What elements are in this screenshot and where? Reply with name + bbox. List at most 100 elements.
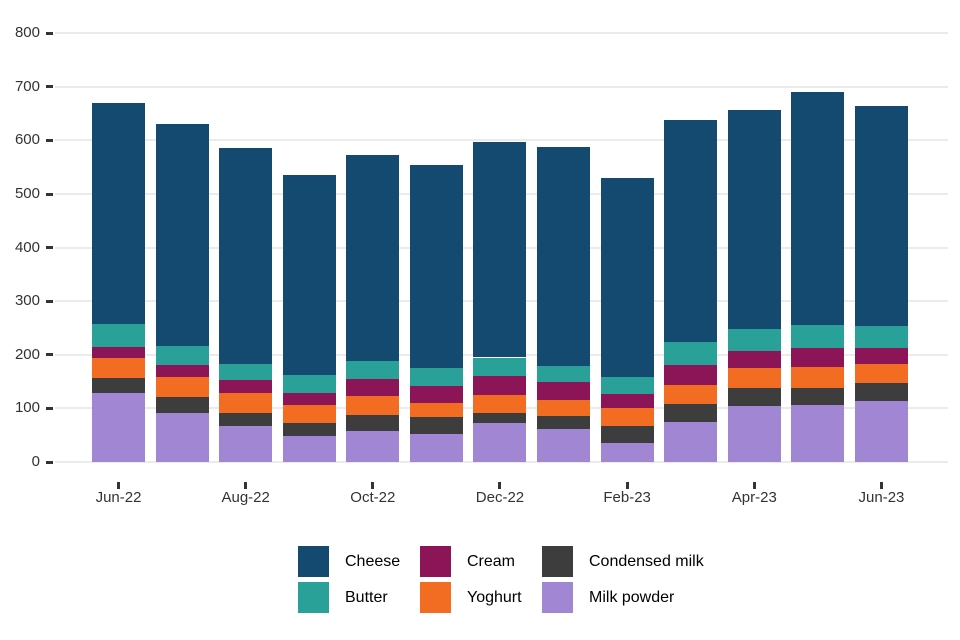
- bar-segment-cheese: [537, 147, 591, 366]
- bar-segment-condensed-milk: [537, 416, 591, 430]
- bar-segment-milk-powder: [727, 406, 781, 462]
- bar-segment-cream: [854, 347, 908, 364]
- bar-segment-cheese: [155, 124, 209, 347]
- y-axis-label: 300: [14, 292, 40, 310]
- bar-Apr-23: [727, 110, 781, 462]
- bar-segment-cheese: [473, 142, 527, 358]
- bar-segment-milk-powder: [346, 430, 400, 462]
- bar-segment-cheese: [664, 119, 718, 343]
- y-axis-label: 700: [14, 77, 40, 95]
- bar-segment-cream: [346, 378, 400, 397]
- y-axis-tick: [46, 460, 53, 464]
- x-axis-tick: [117, 482, 120, 489]
- bar-segment-milk-powder: [409, 433, 463, 462]
- bar-segment-cream: [92, 346, 145, 359]
- y-axis-label: 0: [31, 453, 40, 470]
- bar-Feb-23: [600, 178, 654, 462]
- y-axis-tick: [46, 353, 53, 357]
- bar-segment-milk-powder: [155, 413, 209, 462]
- bar-Dec-22: [473, 142, 527, 462]
- bar-segment-yoghurt: [92, 358, 145, 378]
- bar-segment-yoghurt: [155, 376, 209, 397]
- bar-Jul-22: [155, 124, 209, 462]
- x-axis-label: Apr-23: [731, 489, 777, 506]
- bar-segment-butter: [727, 329, 781, 351]
- bar-segment-yoghurt: [791, 366, 845, 388]
- bar-segment-cheese: [219, 148, 273, 364]
- bar-segment-milk-powder: [92, 392, 145, 462]
- x-axis-tick: [244, 482, 248, 489]
- x-axis-tick: [752, 482, 756, 489]
- bar-segment-yoghurt: [473, 395, 527, 413]
- bar-segment-cream: [791, 348, 845, 367]
- bar-segment-butter: [473, 357, 527, 377]
- bar-segment-butter: [791, 324, 845, 349]
- bar-segment-cream: [409, 385, 463, 404]
- bar-segment-cheese: [727, 110, 781, 330]
- bar-segment-butter: [854, 325, 908, 348]
- bar-segment-yoghurt: [537, 399, 591, 417]
- bar-segment-cheese: [92, 102, 145, 325]
- y-axis-label: 500: [14, 185, 40, 202]
- bar-segment-condensed-milk: [155, 396, 209, 414]
- bar-segment-cream: [600, 393, 654, 408]
- bar-May-23: [791, 92, 845, 462]
- y-axis-label: 100: [14, 399, 40, 417]
- bar-segment-butter: [92, 324, 145, 347]
- y-axis-tick: [46, 246, 53, 250]
- bar-segment-butter: [664, 342, 718, 365]
- bar-segment-cream: [537, 381, 591, 400]
- bar-segment-condensed-milk: [854, 383, 908, 401]
- bar-segment-milk-powder: [854, 400, 908, 462]
- bar-Jun-22: [92, 102, 145, 462]
- bar-segment-milk-powder: [664, 421, 718, 462]
- bar-segment-condensed-milk: [600, 426, 654, 443]
- bar-segment-butter: [282, 375, 336, 393]
- x-axis-tick: [879, 482, 883, 489]
- y-gridline: [55, 32, 948, 35]
- bar-segment-milk-powder: [791, 405, 845, 462]
- x-axis-label: Oct-22: [350, 489, 396, 506]
- y-axis-tick: [46, 299, 53, 303]
- y-axis-tick: [46, 85, 53, 89]
- bar-Jun-23: [854, 106, 908, 462]
- bar-Jan-23: [537, 147, 591, 462]
- bar-segment-condensed-milk: [92, 377, 145, 393]
- y-gridline: [55, 85, 948, 88]
- y-axis-tick: [46, 31, 53, 35]
- bar-segment-cheese: [346, 155, 400, 361]
- bar-segment-cream: [473, 376, 527, 395]
- x-axis-tick: [498, 482, 502, 489]
- y-gridline: [55, 461, 948, 463]
- bar-Sep-22: [282, 175, 336, 462]
- bar-Oct-22: [346, 155, 400, 462]
- y-axis-label: 400: [14, 238, 40, 256]
- x-axis-tick: [371, 482, 375, 489]
- bar-segment-yoghurt: [854, 363, 908, 384]
- bar-segment-cheese: [600, 178, 654, 378]
- bar-segment-butter: [219, 363, 273, 380]
- bar-segment-condensed-milk: [727, 388, 781, 407]
- y-axis-label: 200: [14, 345, 40, 363]
- x-axis-label: Feb-23: [603, 489, 651, 506]
- y-axis-label: 600: [14, 131, 40, 149]
- bar-segment-butter: [409, 368, 463, 386]
- x-axis-label: Jun-23: [858, 489, 905, 506]
- bar-segment-cream: [727, 350, 781, 369]
- bar-Mar-23: [664, 119, 718, 462]
- x-axis-label: Dec-22: [475, 489, 525, 506]
- bar-segment-cream: [155, 365, 209, 377]
- y-axis-tick: [46, 138, 53, 142]
- bar-Aug-22: [219, 148, 273, 462]
- x-axis-label: Aug-22: [221, 489, 270, 506]
- bar-segment-milk-powder: [473, 423, 527, 462]
- bar-segment-cheese: [854, 106, 908, 326]
- bar-segment-milk-powder: [600, 442, 654, 462]
- y-axis-tick: [46, 406, 53, 410]
- bar-segment-cream: [219, 380, 273, 393]
- bar-segment-milk-powder: [282, 436, 336, 462]
- bar-segment-butter: [537, 365, 591, 382]
- bar-segment-butter: [600, 377, 654, 394]
- bar-segment-yoghurt: [409, 403, 463, 417]
